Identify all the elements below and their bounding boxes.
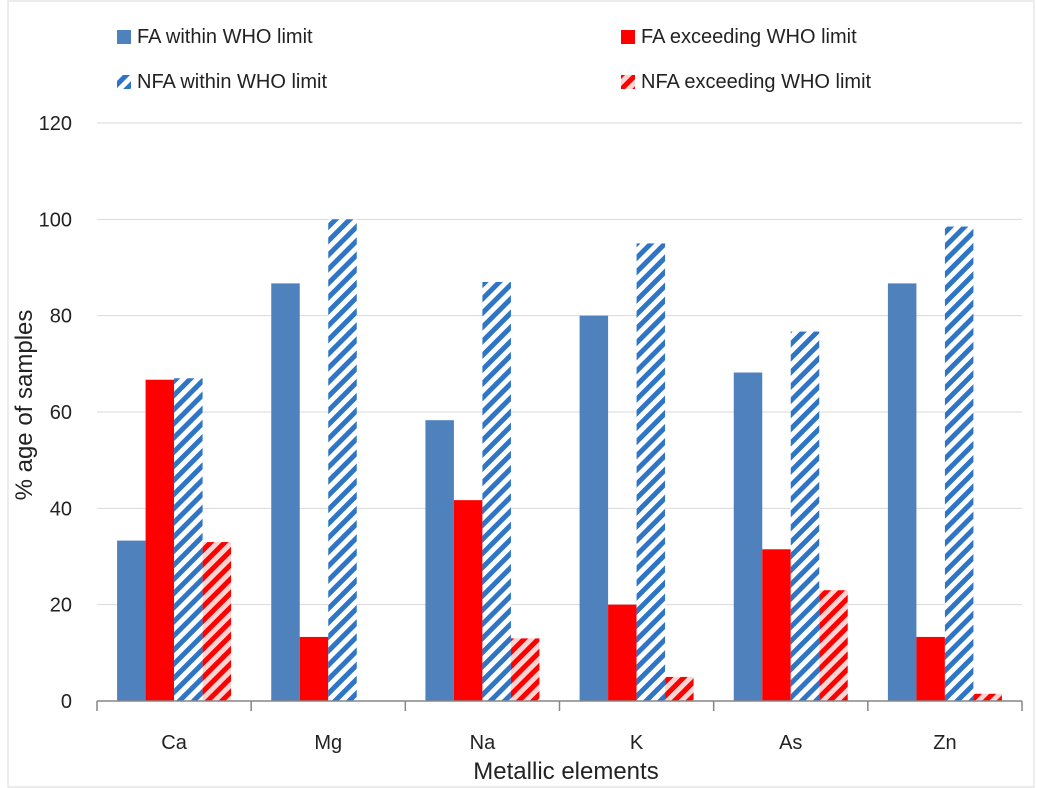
- legend-swatch: [621, 75, 635, 89]
- legend-label: NFA exceeding WHO limit: [641, 71, 872, 93]
- category-label: Ca: [161, 732, 187, 754]
- bar: [482, 281, 511, 701]
- bar: [299, 636, 329, 701]
- legend-label: FA exceeding WHO limit: [641, 26, 857, 48]
- y-tick-label: 80: [50, 306, 72, 328]
- bar: [636, 243, 666, 701]
- legend-swatch: [117, 75, 131, 89]
- bar: [973, 693, 1002, 701]
- category-label: Mg: [314, 732, 342, 754]
- y-tick-label: 100: [39, 209, 72, 231]
- legend-swatch: [117, 30, 131, 44]
- y-tick-labels: 0 20 40 60 80 100 120: [39, 113, 72, 713]
- bar: [117, 540, 146, 701]
- bar: [608, 604, 637, 701]
- bar: [790, 331, 820, 701]
- bar: [916, 636, 945, 701]
- legend: FA within WHO limit FA exceeding WHO limi…: [117, 26, 872, 93]
- bar: [579, 315, 609, 701]
- bar: [665, 676, 694, 701]
- bar: [510, 638, 540, 701]
- bar: [328, 219, 357, 702]
- x-tick-labels: Ca Mg Na K As Zn: [161, 732, 956, 754]
- gridlines: [97, 122, 1022, 606]
- bar: [733, 372, 763, 701]
- category-label: As: [779, 732, 802, 754]
- bar: [425, 420, 454, 701]
- category-label: Zn: [933, 732, 956, 754]
- bar: [202, 542, 232, 701]
- x-axis: [96, 700, 1023, 711]
- y-tick-label: 20: [50, 595, 72, 617]
- bar: [453, 500, 483, 701]
- y-tick-label: 60: [50, 402, 72, 424]
- bar: [819, 590, 848, 701]
- category-label: K: [630, 732, 644, 754]
- legend-label: NFA within WHO limit: [137, 71, 327, 93]
- y-tick-label: 40: [50, 498, 72, 520]
- y-tick-label: 120: [39, 113, 72, 135]
- bar: [145, 379, 175, 701]
- bar: [944, 226, 974, 701]
- x-axis-title: Metallic elements: [473, 758, 658, 785]
- legend-label: FA within WHO limit: [137, 26, 313, 48]
- bar: [887, 283, 917, 701]
- bars: [117, 219, 1002, 702]
- category-label: Na: [470, 732, 496, 754]
- bar: [174, 378, 203, 701]
- y-tick-label: 0: [61, 691, 72, 713]
- bar: [271, 283, 300, 701]
- bar: [762, 549, 791, 701]
- legend-swatch: [621, 30, 635, 44]
- y-axis-title: % age of samples: [11, 310, 38, 501]
